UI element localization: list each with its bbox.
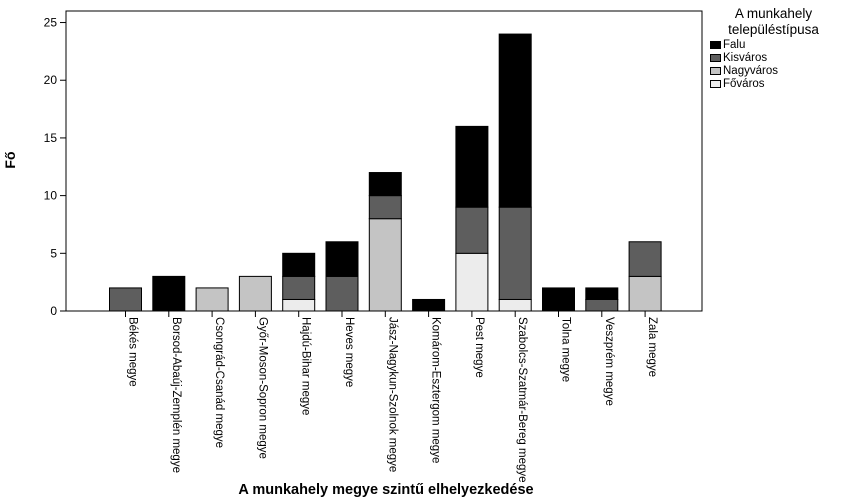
- legend-item: Kisváros: [710, 51, 845, 64]
- bar-segment: [282, 252, 316, 277]
- x-tick-label: Zala megye: [646, 317, 658, 377]
- legend-swatch: [710, 40, 721, 49]
- y-tick-label: 0: [50, 304, 57, 318]
- y-tick-label: 10: [44, 189, 58, 203]
- bar-segment: [325, 241, 359, 277]
- legend-label: Kisváros: [723, 51, 768, 64]
- x-tick-label: Komárom-Esztergom megye: [430, 317, 442, 463]
- bar-segment: [325, 275, 359, 312]
- x-tick-label: Csongrád-Csanád megye: [213, 317, 225, 448]
- legend-title: A munkahely településtípusa: [728, 6, 819, 37]
- x-tick-label: Békés megye: [127, 317, 139, 387]
- x-tick-label: Heves megye: [343, 317, 355, 387]
- x-tick-label: Pest megye: [473, 317, 485, 378]
- bars: [109, 33, 662, 312]
- bar-segment: [412, 298, 446, 312]
- bar-segment: [109, 287, 142, 312]
- legend-item: Nagyváros: [710, 64, 845, 77]
- bar-segment: [368, 218, 402, 312]
- legend-label: Főváros: [723, 77, 765, 90]
- bar-segment: [498, 33, 532, 208]
- legend-items: Falu Kisváros Nagyváros Főváros: [702, 38, 845, 90]
- bar-segment: [238, 275, 272, 312]
- y-tick-label: 15: [44, 131, 58, 145]
- legend-item: Falu: [710, 38, 845, 51]
- y-axis-label: Fő: [2, 151, 18, 168]
- bar-segment: [368, 172, 402, 197]
- bar-segment: [585, 287, 619, 300]
- legend-label: Falu: [723, 38, 746, 51]
- bar-segment: [282, 298, 316, 312]
- y-tick-label: 20: [44, 73, 58, 87]
- x-tick-label: Hajdú-Bihar megye: [300, 317, 312, 415]
- y-tick-label: 5: [50, 246, 57, 260]
- bar-segment: [542, 287, 575, 312]
- x-tick-label: Szabolcs-Szatmár-Bereg megye: [516, 317, 528, 483]
- bar-segment: [585, 298, 619, 312]
- bar-segment: [195, 287, 229, 312]
- bar-segment: [455, 206, 489, 254]
- bar-segment: [368, 195, 402, 220]
- legend-item: Főváros: [710, 77, 845, 90]
- legend-swatch: [710, 53, 721, 62]
- bar-segment: [282, 275, 316, 300]
- bar-segment: [498, 298, 532, 312]
- bar-segment: [455, 125, 489, 208]
- x-tick-label: Jász-Nagykun-Szolnok megye: [386, 317, 398, 472]
- bar-segment: [455, 252, 489, 312]
- bar-segment: [498, 206, 532, 300]
- bar-segment: [628, 275, 662, 312]
- x-tick-label: Győr-Moson-Sopron megye: [256, 317, 268, 459]
- y-tick-label: 25: [44, 16, 58, 30]
- legend-swatch: [710, 79, 721, 88]
- x-axis: Békés megye Borsod-Abaúj-Zemplén megye Cso…: [125, 311, 658, 483]
- legend-label: Nagyváros: [723, 64, 778, 77]
- bar-segment: [628, 241, 662, 277]
- x-axis-label: A munkahely megye szintű elhelyezkedése: [238, 482, 533, 498]
- y-axis: 0 5 10 15 20 25: [44, 16, 66, 318]
- x-tick-label: Borsod-Abaúj-Zemplén megye: [170, 317, 182, 473]
- legend-swatch: [710, 66, 721, 75]
- bar-segment: [152, 275, 186, 312]
- x-tick-label: Veszprém megye: [603, 317, 615, 406]
- legend: A munkahely településtípusa Falu Kisváros…: [702, 6, 845, 90]
- x-tick-label: Tolna megye: [560, 317, 572, 382]
